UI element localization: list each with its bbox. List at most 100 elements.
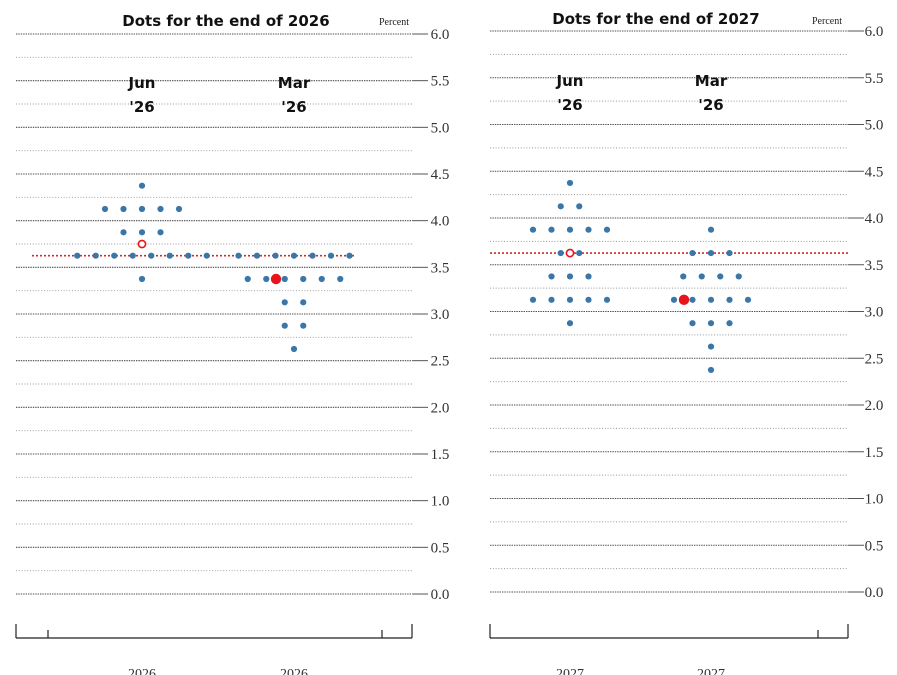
participant-dot	[129, 252, 136, 259]
participant-dot	[585, 226, 592, 233]
participant-dot	[603, 226, 611, 233]
participant-dot	[670, 296, 678, 303]
participant-dot	[138, 229, 146, 236]
y-tick-label: 1.0	[865, 492, 884, 508]
participant-dot	[548, 273, 555, 280]
participant-dot	[726, 320, 733, 327]
participant-dot	[744, 296, 752, 303]
participant-dot	[235, 252, 242, 259]
participant-dot	[281, 299, 288, 306]
chart-title: Dots for the end of 2026	[122, 12, 329, 30]
y-tick-label: 6.0	[431, 27, 450, 43]
median-marker-hollow	[565, 248, 575, 258]
participant-dot	[157, 205, 164, 213]
participant-dot	[707, 320, 715, 327]
participant-dot	[318, 275, 325, 283]
y-tick-label: 6.0	[865, 24, 884, 40]
y-tick-label: 2.0	[865, 398, 884, 414]
participant-dot	[689, 249, 696, 257]
y-tick-label: 0.5	[865, 538, 884, 554]
participant-dot	[557, 203, 564, 210]
participant-dot	[585, 273, 592, 280]
panel-1: 0.0 0.5 1.0 1.5 2.0 2.5 3.0 3.5 4.0 4.5 5.0 5.5 6.0 D…	[15, 12, 450, 675]
participant-dot	[309, 252, 316, 259]
x-tick-label: 2027	[697, 667, 725, 675]
participant-dot	[203, 252, 210, 259]
participant-dot	[680, 273, 687, 280]
participant-dot	[548, 226, 555, 233]
y-tick-label: 0.0	[865, 585, 884, 601]
participant-dot	[698, 273, 705, 280]
participant-dot	[120, 229, 127, 236]
participant-dot	[157, 229, 164, 236]
participant-dot	[707, 343, 715, 350]
participant-dot	[576, 203, 583, 210]
participant-dot	[346, 252, 353, 259]
participant-dot	[92, 252, 99, 259]
participant-dot	[548, 296, 555, 303]
group-label-month: Mar	[695, 72, 728, 90]
participant-dot	[300, 322, 307, 329]
x-tick-label: 2026	[280, 667, 308, 675]
participant-dot	[290, 345, 298, 353]
group-label-month: Mar	[278, 74, 311, 92]
participant-dot	[175, 205, 183, 213]
participant-dot	[707, 296, 715, 303]
participant-dot	[300, 299, 307, 306]
participant-dot	[281, 322, 288, 329]
participant-dot	[707, 366, 715, 374]
participant-dot	[272, 252, 279, 259]
participant-dot	[185, 252, 192, 259]
participant-dot	[327, 252, 335, 259]
unit-label: Percent	[812, 16, 842, 27]
y-tick-label: 4.5	[431, 167, 450, 183]
participant-dot	[138, 205, 146, 213]
participant-dot	[689, 296, 696, 303]
y-tick-label: 3.0	[865, 305, 884, 321]
group-label-year: '26	[557, 96, 582, 114]
y-tick-label: 5.0	[865, 118, 884, 134]
participant-dot	[529, 296, 537, 303]
participant-dot	[707, 249, 715, 257]
participant-dot	[557, 249, 564, 257]
participant-dot	[281, 275, 288, 283]
y-tick-label: 4.5	[865, 164, 884, 180]
participant-dot	[101, 205, 109, 213]
participant-dot	[74, 252, 81, 259]
y-tick-label: 3.0	[431, 307, 450, 323]
participant-dot	[726, 249, 733, 257]
y-tick-label: 2.0	[431, 400, 450, 416]
y-tick-label: 5.0	[431, 120, 450, 136]
y-tick-label: 5.5	[865, 71, 884, 87]
participant-dot	[290, 252, 298, 259]
participant-dot	[263, 275, 270, 283]
participant-dot	[566, 320, 574, 327]
y-tick-label: 1.5	[431, 447, 450, 463]
participant-dot	[111, 252, 118, 259]
median-marker-filled	[678, 294, 690, 306]
y-tick-label: 1.5	[865, 445, 884, 461]
y-tick-label: 4.0	[431, 214, 450, 230]
median-marker-hollow	[137, 239, 147, 249]
participant-dot	[138, 182, 146, 189]
participant-dot	[566, 226, 574, 233]
participant-dot	[735, 273, 742, 280]
group-label-year: '26	[698, 96, 723, 114]
x-tick-label: 2026	[128, 667, 156, 675]
y-tick-label: 4.0	[865, 211, 884, 227]
y-tick-label: 2.5	[431, 354, 450, 370]
x-tick-label: 2027	[556, 667, 584, 675]
participant-dot	[253, 252, 261, 259]
participant-dot	[300, 275, 307, 283]
y-tick-label: 0.5	[431, 540, 450, 556]
participant-dot	[337, 275, 344, 283]
participant-dot	[566, 179, 574, 187]
chart-title: Dots for the end of 2027	[552, 10, 759, 28]
y-tick-label: 3.5	[431, 260, 450, 276]
participant-dot	[120, 205, 127, 213]
participant-dot	[148, 252, 155, 259]
median-marker-filled	[270, 273, 282, 285]
participant-dot	[166, 252, 173, 259]
panel-2: 0.0 0.5 1.0 1.5 2.0 2.5 3.0 3.5 4.0 4.5 5.0 5.5 6.0 D…	[489, 10, 884, 675]
y-tick-label: 0.0	[431, 587, 450, 603]
